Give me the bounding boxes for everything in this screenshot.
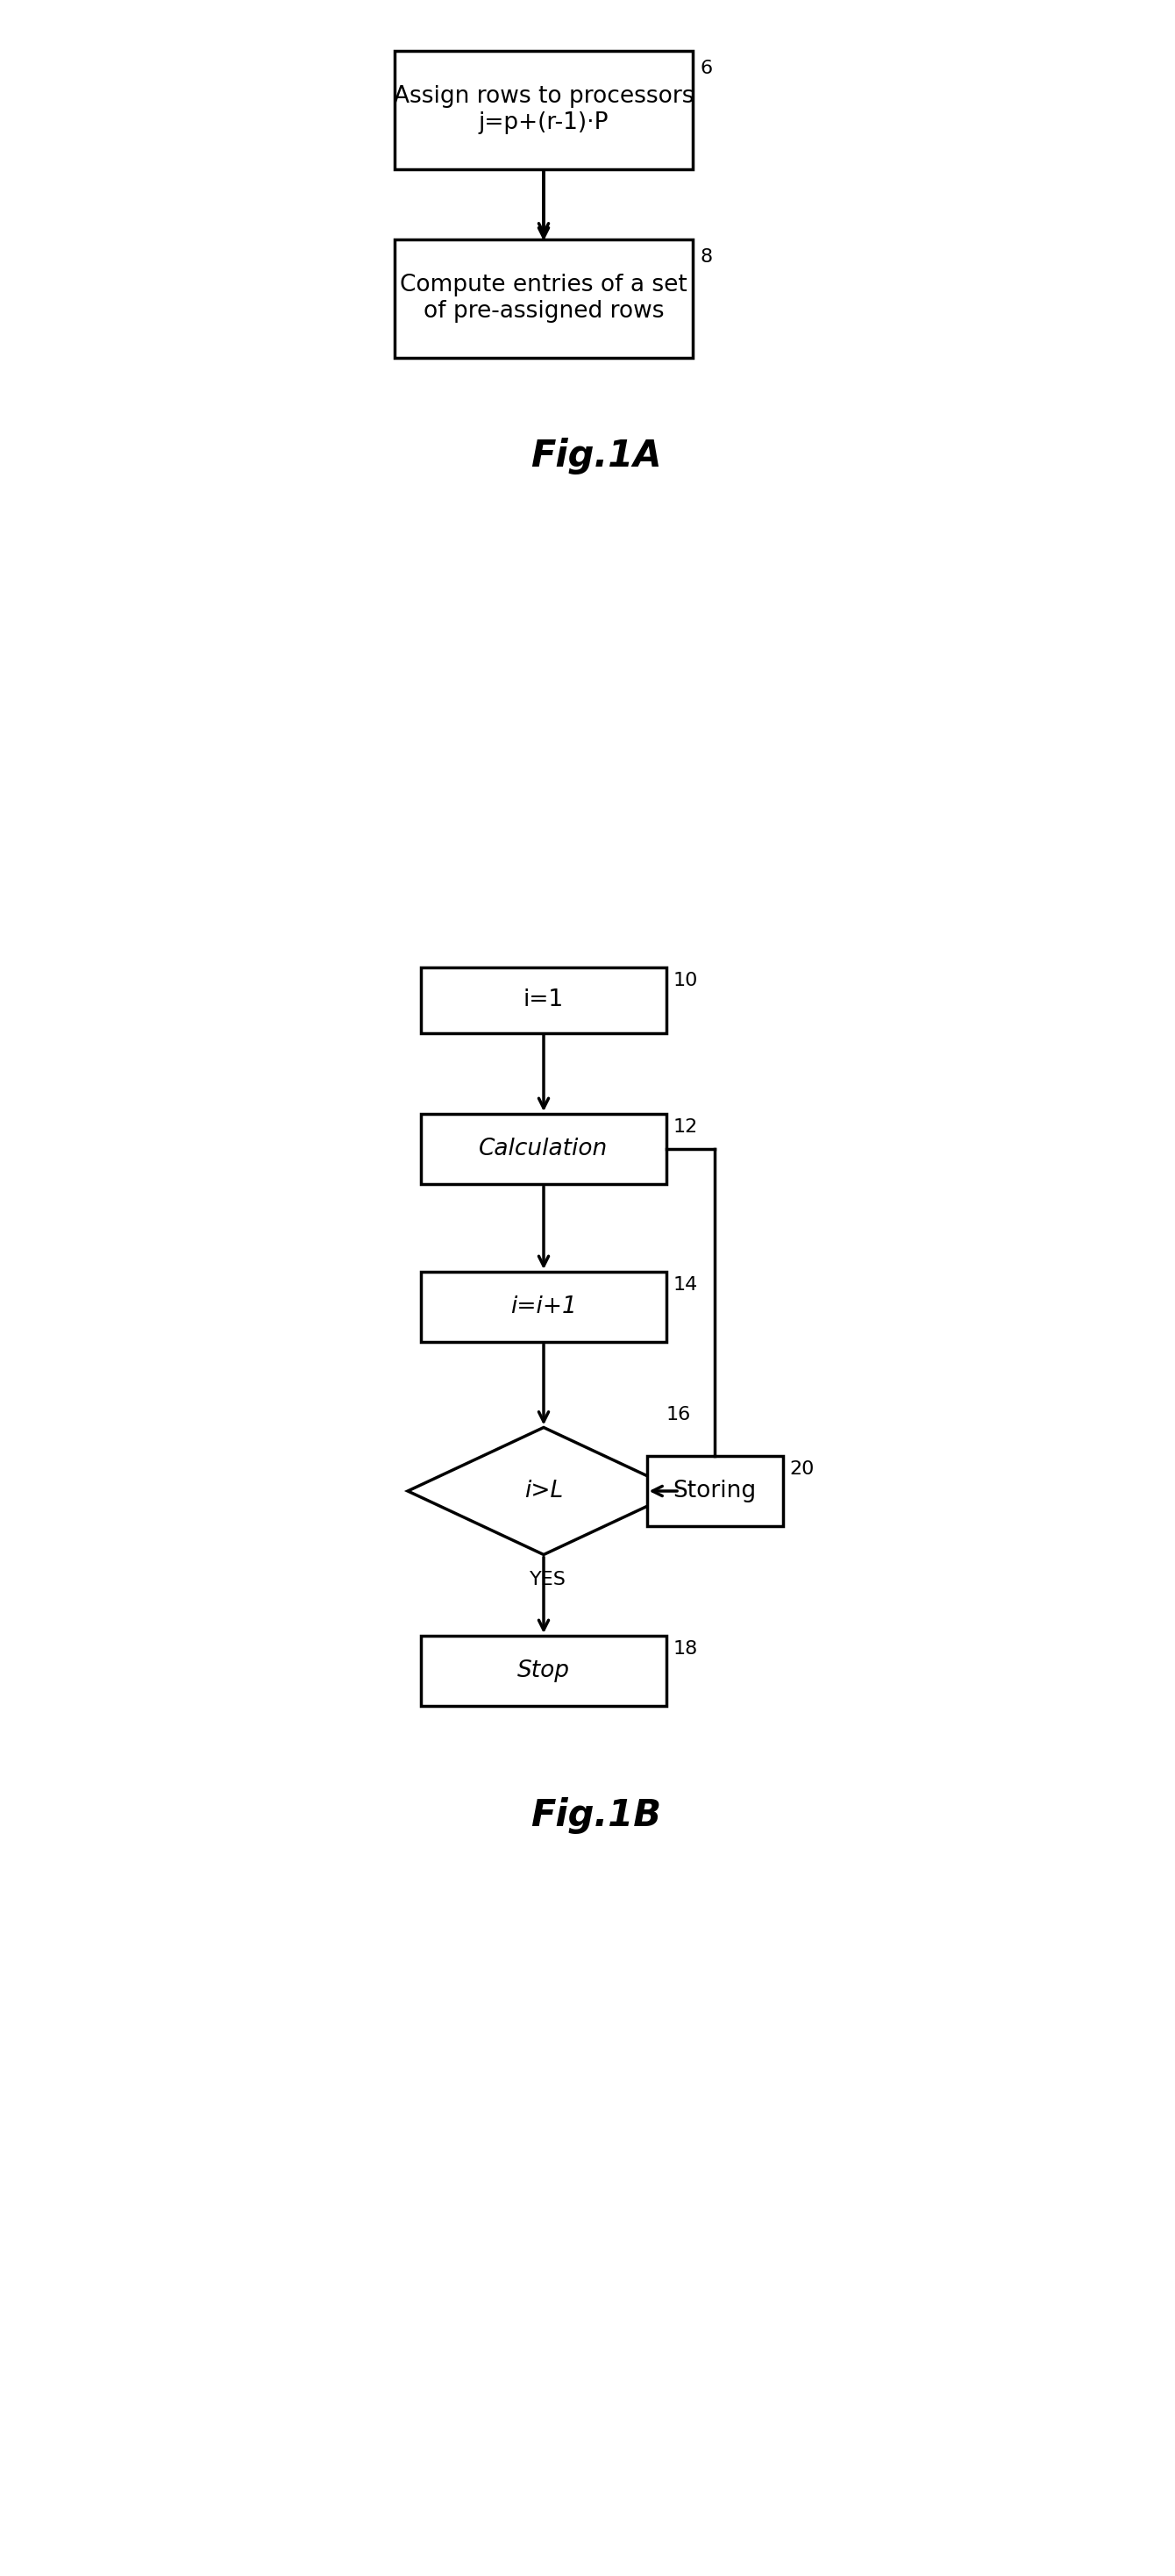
FancyBboxPatch shape: [395, 240, 693, 358]
Text: 12: 12: [673, 1118, 698, 1136]
Text: NO: NO: [684, 1468, 713, 1486]
Text: 14: 14: [673, 1275, 698, 1293]
Text: Fig.1B: Fig.1B: [531, 1798, 662, 1834]
Text: Assign rows to processors
j=p+(r-1)·P: Assign rows to processors j=p+(r-1)·P: [394, 85, 693, 134]
Text: i>L: i>L: [524, 1479, 563, 1502]
Polygon shape: [408, 1427, 679, 1556]
FancyBboxPatch shape: [646, 1455, 783, 1525]
FancyBboxPatch shape: [421, 1273, 666, 1342]
Text: Fig.1A: Fig.1A: [531, 438, 662, 474]
FancyBboxPatch shape: [395, 52, 693, 170]
Text: 8: 8: [700, 247, 712, 265]
FancyBboxPatch shape: [421, 966, 666, 1033]
Text: Calculation: Calculation: [479, 1139, 609, 1159]
Text: 18: 18: [673, 1641, 698, 1659]
Text: Compute entries of a set
of pre-assigned rows: Compute entries of a set of pre-assigned…: [400, 273, 687, 322]
Text: YES: YES: [530, 1571, 566, 1587]
Text: Storing: Storing: [673, 1479, 757, 1502]
FancyBboxPatch shape: [421, 1636, 666, 1705]
FancyBboxPatch shape: [421, 1113, 666, 1185]
Text: 20: 20: [790, 1461, 814, 1479]
Text: 6: 6: [700, 59, 712, 77]
Text: i=i+1: i=i+1: [510, 1296, 577, 1319]
Text: 10: 10: [673, 971, 698, 989]
Text: 16: 16: [666, 1406, 691, 1422]
Text: Stop: Stop: [517, 1659, 570, 1682]
Text: i=1: i=1: [523, 989, 564, 1012]
